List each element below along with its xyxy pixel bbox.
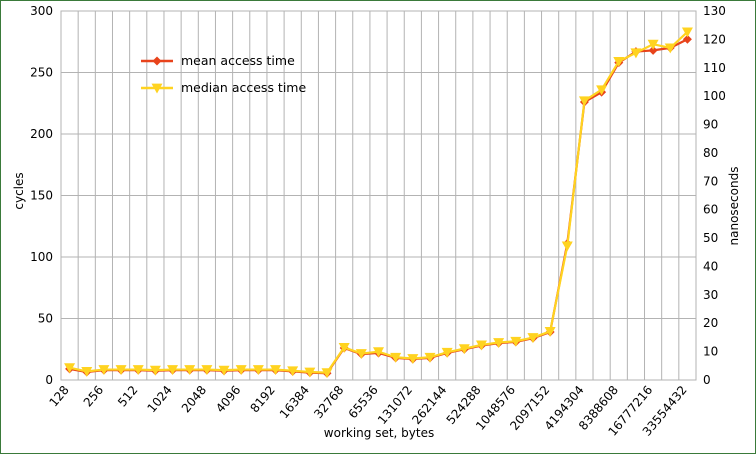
data-point bbox=[252, 365, 264, 376]
x-tick-label: 2048 bbox=[179, 383, 209, 415]
data-point bbox=[578, 96, 590, 107]
data-point bbox=[664, 43, 676, 54]
data-point bbox=[115, 365, 127, 376]
data-point bbox=[201, 365, 213, 376]
data-point bbox=[647, 39, 659, 50]
data-point bbox=[682, 34, 692, 44]
data-point bbox=[475, 340, 487, 351]
legend-item: median access time bbox=[141, 80, 306, 95]
legend: mean access time median access time bbox=[141, 53, 306, 95]
data-point bbox=[441, 347, 453, 358]
y2-tick-label: 10 bbox=[703, 345, 718, 359]
data-point bbox=[596, 85, 608, 96]
y2-tick-label: 70 bbox=[703, 174, 718, 188]
data-point bbox=[287, 366, 299, 377]
data-point bbox=[304, 367, 316, 378]
series-layer bbox=[64, 27, 693, 379]
x-tick-label: 256 bbox=[81, 383, 106, 410]
grid-lines bbox=[61, 10, 696, 381]
x-axis-title: working set, bytes bbox=[324, 426, 434, 440]
y2-tick-label: 40 bbox=[703, 259, 718, 273]
y2-tick-label: 110 bbox=[703, 61, 726, 75]
data-point bbox=[98, 365, 110, 376]
data-point bbox=[81, 366, 93, 377]
data-point bbox=[64, 363, 76, 374]
data-point bbox=[355, 349, 367, 360]
x-tick-label: 8192 bbox=[247, 383, 277, 415]
y2-tick-label: 120 bbox=[703, 32, 726, 46]
data-point bbox=[424, 352, 436, 363]
y2-tick-label: 20 bbox=[703, 316, 718, 330]
x-tick-label: 131072 bbox=[375, 383, 415, 427]
data-point bbox=[527, 333, 539, 344]
data-point bbox=[407, 354, 419, 364]
data-point bbox=[544, 327, 556, 337]
data-point bbox=[493, 338, 505, 348]
series-line bbox=[69, 31, 689, 374]
data-point bbox=[613, 57, 625, 67]
data-point bbox=[218, 365, 230, 376]
data-point bbox=[338, 343, 350, 353]
y2-axis-title: nanoseconds bbox=[727, 167, 741, 246]
data-point bbox=[630, 48, 642, 59]
y2-tick-label: 90 bbox=[703, 118, 718, 132]
series-median-access-time bbox=[64, 27, 693, 379]
data-point bbox=[458, 344, 470, 355]
data-point bbox=[510, 336, 522, 347]
axes bbox=[60, 10, 697, 381]
x-tick-label: 1024 bbox=[144, 383, 174, 415]
y-tick-label: 0 bbox=[45, 373, 53, 387]
y-axis-title: cycles bbox=[12, 172, 26, 209]
y-tick-label: 100 bbox=[30, 250, 53, 264]
x-tick-label: 512 bbox=[115, 383, 140, 410]
legend-label: median access time bbox=[181, 80, 306, 95]
y2-tick-label: 0 bbox=[703, 373, 711, 387]
y-tick-label: 150 bbox=[30, 189, 53, 203]
x-tick-label: 32768 bbox=[311, 383, 346, 421]
y2-tick-label: 30 bbox=[703, 288, 718, 302]
data-point bbox=[270, 365, 282, 376]
data-point bbox=[321, 368, 333, 379]
plot-area-border bbox=[60, 10, 697, 381]
data-point bbox=[132, 365, 144, 376]
x-tick-label: 65536 bbox=[346, 383, 381, 421]
x-tick-label: 4096 bbox=[213, 383, 243, 415]
y2-tick-label: 50 bbox=[703, 231, 718, 245]
legend-item: mean access time bbox=[141, 53, 295, 68]
y-axis-ticks: 0 50 100 150 200 250 300 bbox=[30, 4, 53, 387]
data-point bbox=[561, 241, 573, 252]
data-point bbox=[167, 365, 179, 376]
legend-label: mean access time bbox=[181, 53, 295, 68]
data-point bbox=[390, 352, 402, 363]
y2-axis-ticks: 0 10 20 30 40 50 60 70 80 90 100 110 120 130 bbox=[703, 4, 726, 387]
x-tick-label: 262144 bbox=[409, 383, 449, 427]
data-point bbox=[373, 347, 384, 358]
y2-tick-label: 130 bbox=[703, 4, 726, 18]
y2-tick-label: 100 bbox=[703, 89, 726, 103]
legend-marker bbox=[152, 56, 162, 66]
y-tick-label: 250 bbox=[30, 66, 53, 80]
x-tick-label: 16384 bbox=[277, 383, 312, 421]
series-line bbox=[69, 38, 688, 375]
data-point bbox=[235, 365, 247, 376]
y-tick-label: 200 bbox=[30, 127, 53, 141]
data-point bbox=[184, 365, 196, 376]
legend-marker bbox=[151, 83, 163, 94]
y2-tick-label: 80 bbox=[703, 146, 718, 160]
y-tick-label: 300 bbox=[30, 4, 53, 18]
data-point bbox=[648, 45, 658, 55]
y-tick-label: 50 bbox=[38, 312, 53, 326]
y2-tick-label: 60 bbox=[703, 203, 718, 217]
data-point bbox=[681, 27, 693, 38]
data-point bbox=[149, 365, 161, 376]
